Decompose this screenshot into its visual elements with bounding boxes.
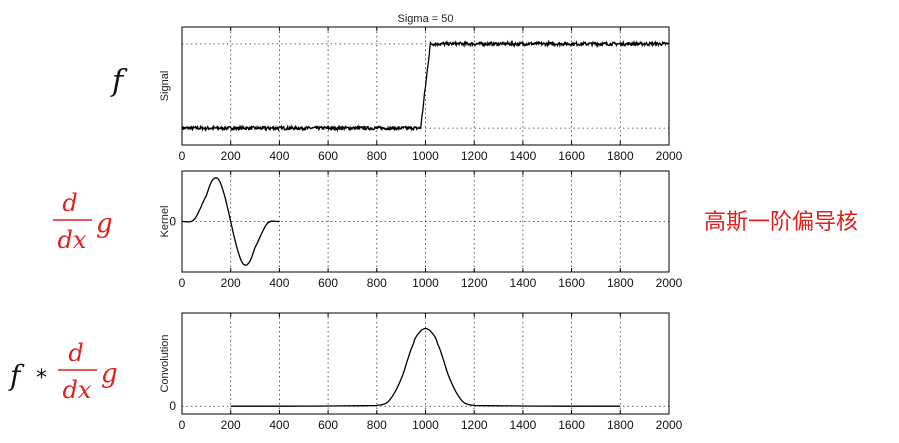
y-axis-label: Kernel [159, 206, 171, 238]
x-tick-label: 1400 [510, 418, 537, 432]
x-tick-label: 600 [318, 149, 338, 163]
signal-plot: 0 200 400 600 800 1000 1200 1400 1600 1800 2000 Sig… [159, 13, 683, 163]
kernel-denominator: dx [58, 226, 87, 254]
convolution-plot: 0 200 400 600 800 1000 1200 1400 1600 1800 2000 0 Co… [159, 312, 683, 432]
x-tick-label: 200 [221, 149, 241, 163]
x-tick-label: 0 [179, 418, 186, 432]
x-tick-label: 1200 [461, 418, 488, 432]
x-tick-label: 400 [269, 276, 289, 290]
x-tick-label: 600 [318, 418, 338, 432]
signal-expression: f [110, 64, 128, 99]
x-tick-label: 0 [179, 149, 186, 163]
x-tick-label: 1800 [607, 418, 634, 432]
y-tick-label: 0 [169, 399, 176, 413]
conv-numerator: d [68, 339, 83, 367]
x-tick-label: 0 [179, 276, 186, 290]
chart-title: Sigma = 50 [398, 13, 454, 25]
series-line [230, 327, 621, 407]
series-line [182, 177, 280, 266]
x-tick-label: 1200 [461, 149, 488, 163]
y-axis-label: Convolution [159, 334, 171, 392]
x-tick-label: 1800 [607, 276, 634, 290]
x-tick-label: 1600 [558, 418, 585, 432]
x-tick-label: 1000 [412, 276, 439, 290]
x-tick-label: 2000 [656, 418, 683, 432]
kernel-expression: d dx g [53, 189, 113, 254]
x-tick-label: 1600 [558, 276, 585, 290]
x-tick-label: 1600 [558, 149, 585, 163]
gaussian-derivative-note: 高斯一阶偏导核 [704, 210, 858, 235]
conv-denominator: dx [63, 376, 92, 404]
x-tick-label: 800 [367, 276, 387, 290]
x-tick-label: 800 [367, 149, 387, 163]
kernel-plot: 0 200 400 600 800 1000 1200 1400 1600 1800 20000Ke… [159, 170, 683, 290]
x-tick-label: 200 [221, 276, 241, 290]
x-tick-label: 400 [269, 149, 289, 163]
x-tick-label: 200 [221, 418, 241, 432]
y-axis-label: Signal [159, 71, 171, 102]
conv-operator: * [36, 366, 47, 391]
kernel-g: g [96, 209, 113, 239]
x-tick-label: 1400 [510, 276, 537, 290]
x-tick-label: 1000 [412, 149, 439, 163]
x-tick-label: 800 [367, 418, 387, 432]
x-tick-label: 1400 [510, 149, 537, 163]
x-tick-label: 400 [269, 418, 289, 432]
kernel-numerator: d [62, 189, 77, 217]
x-tick-label: 1000 [412, 418, 439, 432]
x-tick-label: 1800 [607, 149, 634, 163]
conv-g: g [101, 359, 118, 389]
signal-f: f [110, 64, 128, 99]
x-tick-label: 600 [318, 276, 338, 290]
x-tick-label: 1200 [461, 276, 488, 290]
conv-f: f [8, 359, 25, 392]
x-tick-label: 2000 [656, 149, 683, 163]
y-tick-label: 0 [169, 215, 176, 229]
convolution-expression: f * d dx g [8, 339, 118, 404]
x-tick-label: 2000 [656, 276, 683, 290]
series-line [181, 39, 670, 133]
